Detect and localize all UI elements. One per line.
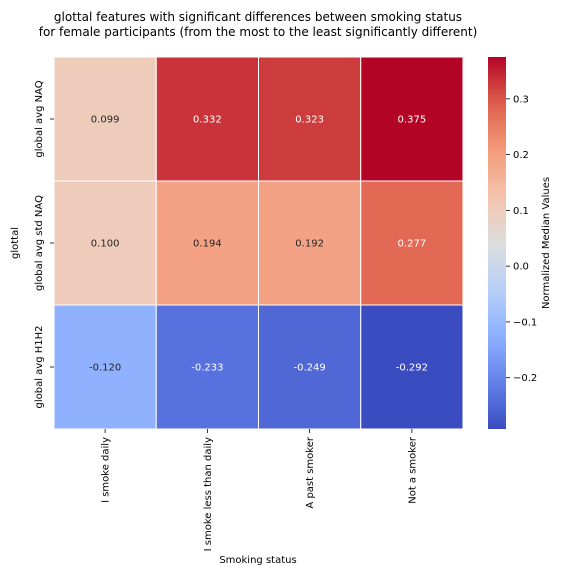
cell-value-label: 0.323 <box>295 115 324 126</box>
heatmap-cell <box>53 56 157 182</box>
cell-value-label: -0.233 <box>191 363 223 374</box>
cell-value-label: 0.194 <box>193 239 222 250</box>
y-tick-label: global avg H1H2 <box>34 325 45 408</box>
x-tick-label: I smoke daily <box>101 437 112 503</box>
colorbar-tick-label: 0.1 <box>513 206 529 217</box>
heatmap-cell <box>258 56 362 182</box>
cell-value-label: -0.249 <box>294 363 326 374</box>
colorbar-tick-label: 0.3 <box>513 94 529 105</box>
x-tick-label: Not a smoker <box>407 436 418 504</box>
heatmap-cell <box>155 56 259 182</box>
x-axis-ticks: I smoke daily I smoke less than daily A pa… <box>101 429 418 551</box>
heatmap-cell <box>360 180 464 306</box>
cell-value-label: 0.192 <box>295 239 324 250</box>
y-axis-label: glottal <box>10 227 21 259</box>
colorbar <box>488 57 506 429</box>
cell-value-label: 0.277 <box>398 239 427 250</box>
cell-value-label: 0.099 <box>91 115 120 126</box>
colorbar-tick-label: 0.2 <box>513 150 529 161</box>
cell-value-label: -0.120 <box>89 363 121 374</box>
cell-value-label: -0.292 <box>396 363 428 374</box>
cell-value-label: 0.375 <box>398 115 427 126</box>
colorbar-ticks: −0.2 −0.1 0.0 0.1 0.2 0.3 <box>506 94 537 384</box>
colorbar-tick-label: −0.1 <box>513 317 537 328</box>
colorbar-tick-label: −0.2 <box>513 373 537 384</box>
heatmap-cell <box>155 180 259 306</box>
y-tick-label: global avg NAQ <box>34 80 45 157</box>
colorbar-label: Normalized Median Values <box>541 177 552 309</box>
heatmap-cells <box>53 56 464 430</box>
heatmap-cell <box>155 304 259 430</box>
chart-title-line-2: for female participants (from the most t… <box>39 25 478 39</box>
x-tick-label: A past smoker <box>305 436 316 508</box>
heatmap-cell <box>360 56 464 182</box>
heatmap-cell-labels: 0.099 0.332 0.323 0.375 0.100 0.194 0.192 0.277… <box>89 115 428 374</box>
heatmap-cell <box>360 304 464 430</box>
y-axis-ticks: global avg NAQ global avg std NAQ global a… <box>34 80 54 409</box>
x-tick-label: I smoke less than daily <box>203 437 214 551</box>
x-axis-label: Smoking status <box>219 555 296 566</box>
cell-value-label: 0.332 <box>193 115 222 126</box>
cell-value-label: 0.100 <box>91 239 120 250</box>
chart-title-line-1: glottal features with significant differ… <box>54 10 462 24</box>
colorbar-tick-label: 0.0 <box>513 262 529 273</box>
heatmap-cell <box>53 180 157 306</box>
y-tick-label: global avg std NAQ <box>34 195 45 291</box>
